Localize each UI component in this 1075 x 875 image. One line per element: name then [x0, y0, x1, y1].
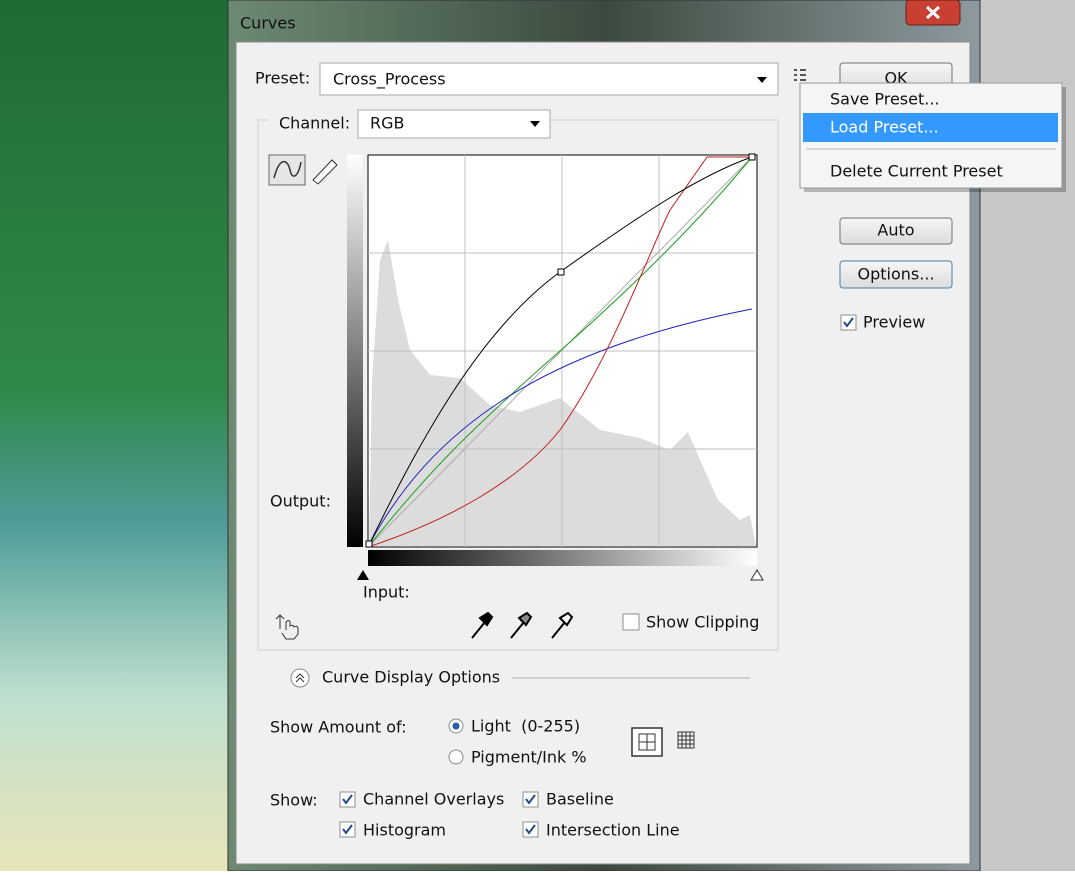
- pigment-radio[interactable]: [449, 750, 463, 764]
- curve-point[interactable]: [558, 269, 564, 275]
- baseline-label: Baseline: [546, 790, 614, 809]
- menu-item[interactable]: Delete Current Preset: [830, 162, 1003, 181]
- show-clipping-checkbox[interactable]: [623, 614, 639, 630]
- pigment-label: Pigment/Ink %: [471, 748, 587, 767]
- auto-label: Auto: [877, 221, 914, 240]
- show-amount-label: Show Amount of:: [270, 718, 406, 737]
- preview-label: Preview: [863, 313, 925, 332]
- channel-label: Channel:: [279, 114, 350, 133]
- input-gradient: [368, 550, 757, 566]
- curve-display-options-title: Curve Display Options: [322, 668, 500, 687]
- show-label: Show:: [270, 791, 318, 810]
- channel-overlays-label: Channel Overlays: [363, 790, 504, 809]
- intersection-line-label: Intersection Line: [546, 821, 680, 840]
- input-label: Input:: [363, 583, 410, 602]
- output-gradient: [347, 155, 363, 547]
- screen: Curves Preset: Cross_Process OK Channel:…: [0, 0, 1075, 871]
- background-photo: [0, 0, 232, 871]
- preset-label: Preset:: [255, 69, 310, 88]
- histogram-label: Histogram: [363, 821, 446, 840]
- show-clipping-label: Show Clipping: [646, 613, 759, 632]
- menu-item[interactable]: Load Preset...: [830, 118, 939, 137]
- light-label: Light (0-255): [471, 717, 580, 736]
- options-label: Options...: [858, 265, 935, 284]
- channel-value: RGB: [370, 114, 405, 133]
- curve-point[interactable]: [749, 154, 755, 160]
- radio-dot: [453, 723, 460, 730]
- window-title: Curves: [240, 14, 296, 33]
- curve-point[interactable]: [366, 541, 372, 547]
- preset-value: Cross_Process: [333, 70, 446, 90]
- output-label: Output:: [270, 492, 331, 511]
- menu-item[interactable]: Save Preset...: [830, 90, 940, 109]
